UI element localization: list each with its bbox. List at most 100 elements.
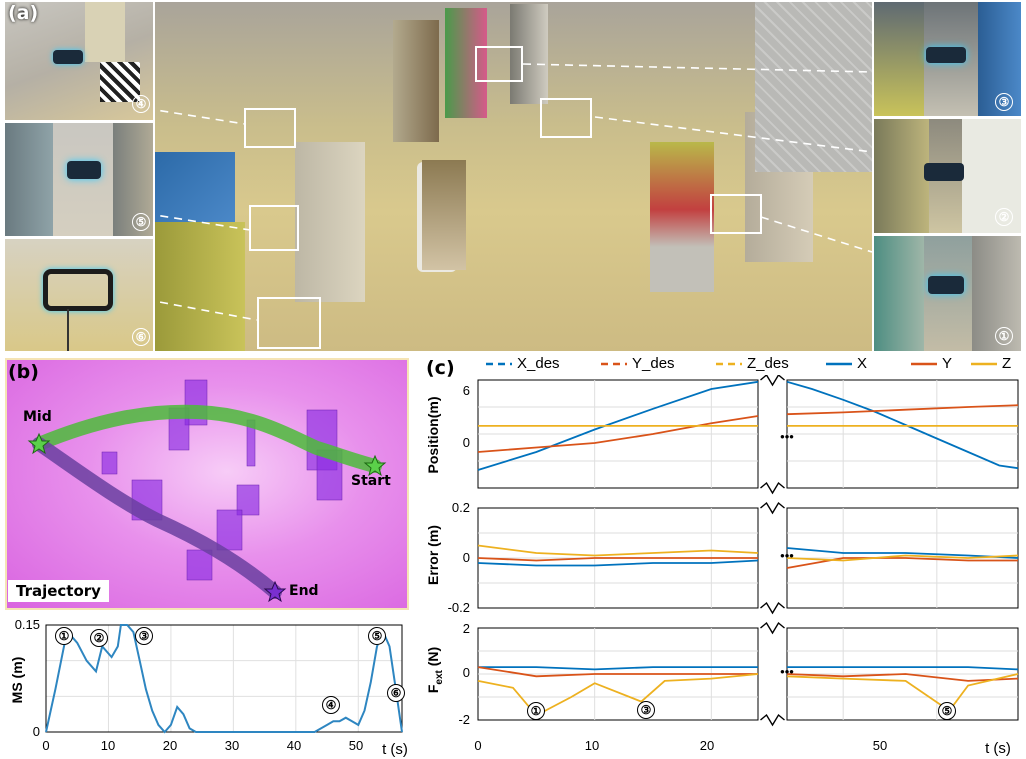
force-series-x [787,666,1019,671]
inset-marker-1: ① [995,327,1013,345]
panel-a-highlight-box [257,297,321,349]
inset-marker-6: ⑥ [132,328,150,346]
force-series-x [478,666,758,671]
panel-a-right-inset-1 [874,236,1021,351]
panel-b-label: (b) [8,361,39,383]
axis-breaks [760,375,785,727]
error-ylabel: Error (m) [425,525,441,585]
ms-marker-4: ④ [322,696,340,714]
error-ytick: 0 [463,550,470,565]
position-series-x [477,380,759,471]
legend-swatch [486,362,512,365]
legend-swatch [826,362,852,365]
position-ytick: 6 [463,383,470,398]
panel-a-left-inset-4 [5,2,153,120]
legend-item-z: Z [969,355,1011,372]
legend-item-z-des: Z_des [714,355,789,372]
inset-marker-5: ⑤ [132,213,150,231]
force-ellipsis: ••• [780,664,794,679]
force-ytick: 2 [463,621,470,636]
error-ellipsis: ••• [780,548,794,563]
trajectory-svg [27,379,387,603]
panel-a-dashed-leaders [155,63,872,321]
ms-xtick: 50 [349,738,363,753]
legend-item-y-des: Y_des [599,355,675,372]
axis-break-mark [760,481,785,495]
ms-chart: MS (m) 0.15 0 0 10 20 30 40 50 t (s) [9,617,408,758]
ms-xtick: 40 [287,738,301,753]
position-series-y [786,404,1019,416]
axis-break-mark [760,601,785,615]
panel-a-highlight-box [249,205,299,251]
panel-a-main-photo [155,2,872,351]
legend-swatch [911,362,937,365]
force-ylabel: Fext (N) [425,647,445,693]
ms-xlabel: t (s) [382,741,408,758]
legend-item-x: X [824,355,867,372]
axis-break-mark [760,501,785,515]
panel-a-highlight-box [475,46,523,82]
axis-break-mark [760,621,785,635]
error-ytick: 0.2 [452,500,470,515]
force-marker-1: ① [527,702,545,720]
ms-xtick: 30 [225,738,239,753]
force-series-z [477,673,759,717]
panel-b-trajectory-render [5,358,409,610]
ts-xtick: 20 [700,738,714,753]
trajectory-mid-label: Mid [23,409,52,425]
trajectory-start-label: Start [351,473,391,489]
force-marker-5: ⑤ [938,702,956,720]
inset-marker-4: ④ [132,95,150,113]
force-series-y [477,666,758,678]
ms-marker-1: ① [55,627,73,645]
force-series-z [786,673,1019,713]
error-series-y [477,557,758,562]
error-series-x [477,559,759,567]
ms-marker-5: ⑤ [368,627,386,645]
force-marker-3: ③ [637,701,655,719]
axis-break-mark [760,713,785,727]
force-ytick: 0 [463,665,470,680]
position-ellipsis: ••• [780,429,794,444]
ts-xlabel: t (s) [985,740,1011,757]
ms-xtick: 0 [42,738,49,753]
trajectory-end-label: End [289,583,319,599]
axis-break-mark [760,375,785,387]
ts-xtick: 50 [873,738,887,753]
panel-a-left-inset-5 [5,123,153,236]
inset-marker-2: ② [995,208,1013,226]
force-series-y [786,673,1019,682]
force-ytick: -2 [458,712,470,727]
ms-ytick: 0 [33,724,40,739]
legend-swatch [601,362,627,365]
ts-xtick: 10 [585,738,599,753]
error-series-y [786,557,1018,569]
time-series-charts: Position(m) Error (m) Fext (N) 6 0 0.2 0… [425,375,1019,757]
ms-grid [46,625,402,732]
ms-xtick: 20 [163,738,177,753]
trajectory-caption: Trajectory [8,580,109,602]
legend: X_des Y_des Z_des X Y Z [484,355,1014,375]
panel-a-highlight-box [244,108,296,148]
ts-xtick: 0 [474,738,481,753]
legend-swatch [971,362,997,365]
position-ylabel: Position(m) [425,397,441,474]
ms-ytick: 0.15 [15,617,40,632]
error-series-z [477,544,759,557]
ms-series-line [45,624,403,734]
error-ytick: -0.2 [448,600,470,615]
ms-marker-6: ⑥ [387,684,405,702]
legend-item-x-des: X_des [484,355,560,372]
ms-ylabel: MS (m) [9,657,25,704]
ms-marker-3: ③ [135,627,153,645]
legend-swatch [716,362,742,365]
plot-series [477,380,1019,717]
position-series-y [477,415,759,453]
plot-grids [478,380,1018,720]
ms-marker-2: ② [90,629,108,647]
legend-item-y: Y [909,355,952,372]
position-ytick: 0 [463,435,470,450]
inset-marker-3: ③ [995,93,1013,111]
panel-a-label: (a) [8,2,39,24]
ms-xtick: 10 [101,738,115,753]
